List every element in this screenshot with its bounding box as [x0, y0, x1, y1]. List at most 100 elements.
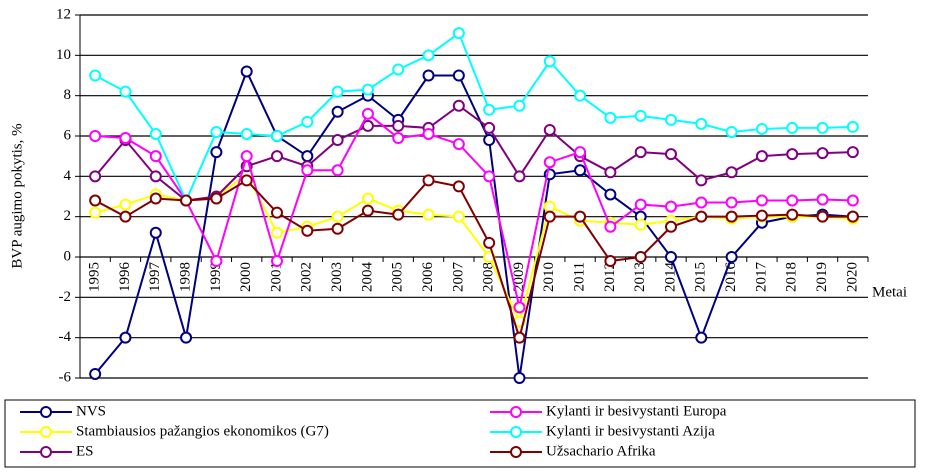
x-tick-label: 1999	[208, 262, 224, 292]
data-point	[604, 166, 617, 179]
data-point	[483, 236, 496, 249]
legend-marker	[40, 406, 52, 418]
x-tick-label: 2014	[662, 262, 678, 293]
data-point	[483, 103, 496, 116]
data-point	[846, 194, 859, 207]
data-point	[513, 372, 526, 384]
data-point	[755, 194, 768, 207]
x-tick-label: 2013	[632, 262, 648, 292]
legend-marker	[40, 426, 52, 438]
data-point	[271, 130, 283, 142]
y-tick-label: -2	[59, 289, 72, 305]
x-tick-label: 2002	[299, 262, 315, 292]
x-tick-label: 2001	[268, 262, 284, 292]
data-point	[816, 121, 829, 134]
data-point	[725, 196, 738, 209]
data-point	[634, 198, 647, 211]
data-point	[271, 255, 283, 268]
data-point	[725, 166, 738, 179]
x-tick-label: 2011	[572, 262, 588, 291]
data-point	[361, 192, 374, 205]
data-point	[331, 85, 344, 98]
x-tick-label: 2020	[844, 262, 860, 292]
x-tick-label: 2007	[450, 262, 466, 293]
data-point	[119, 198, 132, 211]
data-point	[513, 301, 526, 314]
data-point	[634, 251, 647, 263]
data-point	[301, 164, 314, 177]
data-point	[695, 196, 708, 209]
data-point	[361, 204, 374, 217]
data-point	[755, 122, 768, 135]
legend-label: ES	[76, 443, 94, 459]
data-point	[331, 222, 344, 235]
data-point	[846, 210, 859, 223]
data-point	[665, 251, 677, 263]
data-point	[331, 210, 344, 223]
data-point	[816, 147, 829, 160]
data-point	[574, 146, 587, 159]
y-tick-label: 6	[64, 127, 72, 143]
data-point	[665, 200, 677, 213]
data-point	[452, 180, 465, 193]
data-point	[574, 210, 587, 223]
data-point	[149, 170, 162, 183]
data-point	[271, 206, 283, 219]
x-tick-label: 2019	[814, 262, 830, 292]
data-point	[392, 63, 405, 76]
data-point	[543, 123, 556, 136]
legend-label: Kylanti ir besivystanti Europa	[546, 403, 727, 419]
y-tick-label: 12	[56, 6, 71, 22]
data-point	[695, 210, 708, 223]
data-point	[240, 127, 253, 140]
data-point	[180, 194, 193, 207]
data-point	[422, 208, 435, 221]
data-point	[149, 192, 162, 205]
data-point	[786, 194, 799, 207]
data-point	[89, 69, 102, 82]
data-point	[543, 156, 556, 169]
data-point	[816, 193, 829, 206]
data-point	[695, 174, 708, 187]
legend-label: Užsachario Afrika	[546, 443, 656, 459]
data-point	[665, 148, 677, 161]
x-axis-label: Metai	[872, 284, 907, 300]
data-point	[149, 150, 162, 163]
x-tick-label: 1998	[178, 262, 194, 292]
legend-marker	[510, 426, 522, 438]
x-tick-label: 2000	[238, 262, 254, 292]
x-tick-label: 2003	[329, 262, 345, 292]
data-point	[180, 331, 193, 344]
data-point	[119, 85, 132, 98]
data-point	[149, 127, 162, 140]
data-point	[452, 99, 465, 112]
data-point	[89, 206, 102, 219]
data-point	[422, 174, 435, 187]
data-point	[604, 188, 617, 201]
x-tick-label: 2006	[420, 262, 436, 293]
y-tick-label: -6	[59, 369, 72, 385]
data-point	[149, 226, 162, 239]
data-point	[634, 146, 647, 159]
data-point	[392, 119, 405, 132]
data-point	[361, 83, 374, 96]
x-tick-label: 2008	[481, 262, 497, 292]
data-point	[695, 331, 708, 344]
data-point	[271, 226, 283, 239]
x-tick-label: 2012	[602, 262, 618, 292]
data-point	[786, 148, 799, 161]
series-line	[94, 104, 853, 202]
x-tick-label: 2005	[390, 262, 406, 292]
data-point	[392, 208, 405, 221]
x-tick-label: 1996	[117, 262, 133, 293]
data-point	[210, 146, 223, 159]
data-point	[786, 121, 799, 134]
data-point	[89, 194, 102, 207]
legend-frame	[4, 399, 916, 468]
legend-label: Kylanti ir besivystanti Azija	[546, 423, 715, 439]
data-point	[543, 210, 556, 223]
data-point	[271, 150, 283, 163]
data-point	[513, 331, 526, 344]
